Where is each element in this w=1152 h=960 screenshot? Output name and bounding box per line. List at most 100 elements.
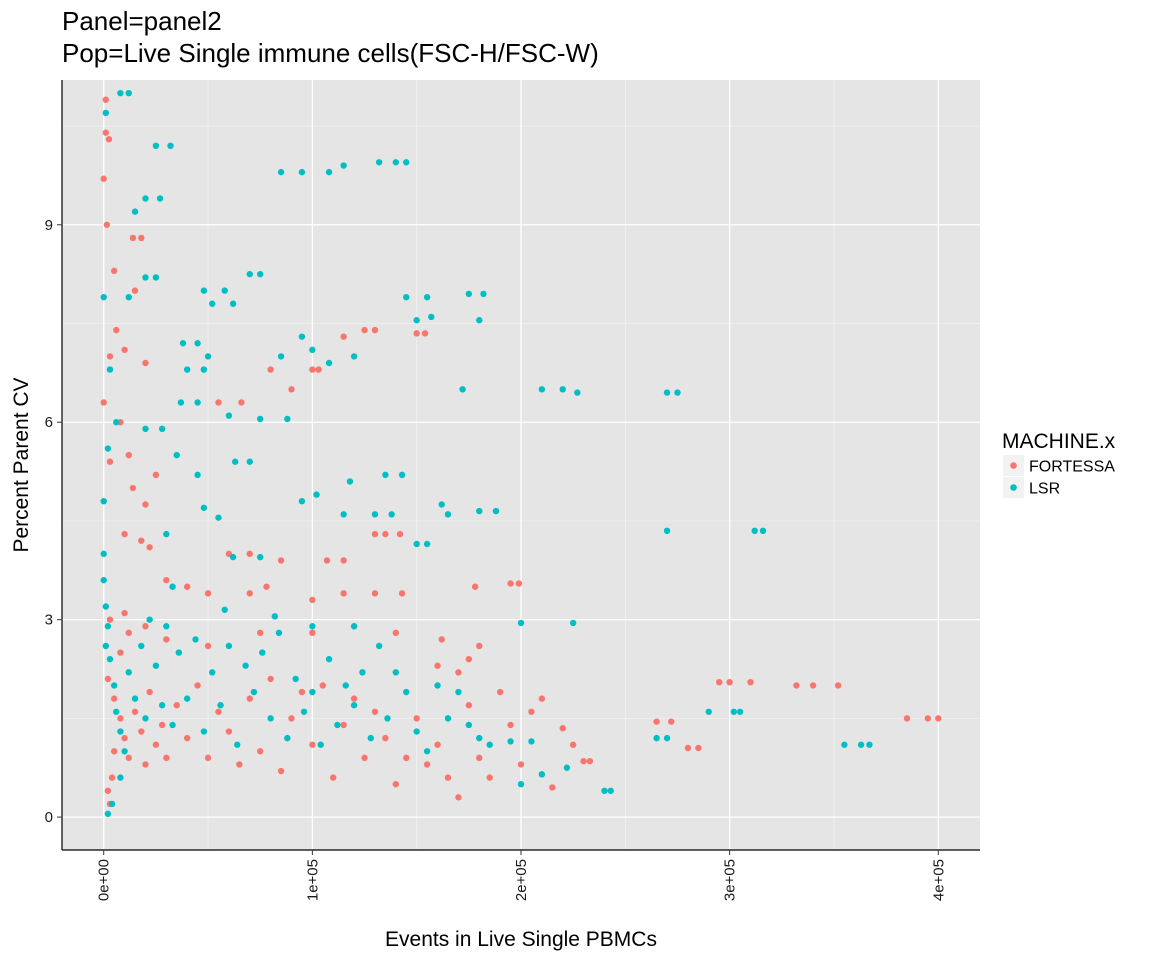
data-point-fortessa xyxy=(138,537,145,544)
data-point-lsr xyxy=(277,168,285,176)
data-point-fortessa xyxy=(716,678,723,686)
data-point-fortessa xyxy=(152,471,160,479)
data-point-lsr xyxy=(138,642,145,650)
data-point-lsr xyxy=(398,471,406,479)
data-point-fortessa xyxy=(507,580,514,587)
data-point-fortessa xyxy=(110,695,118,702)
data-point-fortessa xyxy=(257,629,264,637)
data-point-lsr xyxy=(217,702,224,709)
data-point-fortessa xyxy=(935,715,942,722)
data-point-fortessa xyxy=(586,757,594,765)
data-point-lsr xyxy=(413,540,420,548)
data-point-fortessa xyxy=(146,544,153,551)
data-point-lsr xyxy=(246,458,253,465)
data-point-fortessa xyxy=(277,557,285,564)
data-point-fortessa xyxy=(104,675,112,683)
data-point-fortessa xyxy=(396,530,404,538)
data-point-lsr xyxy=(507,738,514,745)
data-point-fortessa xyxy=(204,642,212,650)
data-point-lsr xyxy=(173,451,180,459)
data-point-fortessa xyxy=(246,550,253,558)
data-point-lsr xyxy=(183,366,191,373)
data-point-fortessa xyxy=(371,530,379,538)
data-point-lsr xyxy=(313,491,320,498)
data-point-lsr xyxy=(538,386,546,393)
data-point-lsr xyxy=(257,415,264,423)
x-tick-label: 1e+05 xyxy=(304,859,321,901)
data-point-lsr xyxy=(169,583,176,590)
data-point-fortessa xyxy=(434,662,441,669)
data-point-fortessa xyxy=(236,761,243,768)
y-tick-label: 3 xyxy=(45,612,53,629)
data-point-lsr xyxy=(423,748,431,755)
data-point-fortessa xyxy=(421,330,429,337)
data-point-lsr xyxy=(163,623,170,630)
data-point-lsr xyxy=(569,619,577,627)
data-point-fortessa xyxy=(371,326,379,334)
data-point-lsr xyxy=(423,540,431,548)
data-point-lsr xyxy=(346,478,354,485)
data-point-lsr xyxy=(298,497,306,505)
data-point-fortessa xyxy=(340,590,347,597)
data-point-lsr xyxy=(563,764,571,771)
x-tick-label: 0e+00 xyxy=(96,859,113,901)
data-point-lsr xyxy=(866,741,873,748)
data-point-fortessa xyxy=(146,688,153,696)
data-point-lsr xyxy=(434,682,441,689)
data-point-lsr xyxy=(375,642,383,650)
data-point-lsr xyxy=(152,142,160,150)
data-point-fortessa xyxy=(277,767,285,775)
data-point-fortessa xyxy=(108,774,116,781)
data-point-fortessa xyxy=(309,596,316,604)
data-point-fortessa xyxy=(726,678,733,686)
data-point-fortessa xyxy=(323,557,331,564)
data-point-lsr xyxy=(100,576,107,584)
data-point-fortessa xyxy=(340,557,347,564)
data-point-fortessa xyxy=(158,721,166,729)
data-point-lsr xyxy=(736,708,744,715)
data-point-lsr xyxy=(455,688,462,696)
data-point-lsr xyxy=(221,287,228,294)
data-point-lsr xyxy=(183,695,191,702)
data-point-fortessa xyxy=(559,725,566,732)
data-point-lsr xyxy=(325,168,333,176)
data-point-fortessa xyxy=(117,649,124,656)
data-point-fortessa xyxy=(434,741,441,748)
data-point-lsr xyxy=(163,530,170,538)
data-point-lsr xyxy=(152,274,160,281)
data-point-lsr xyxy=(100,550,107,558)
data-point-lsr xyxy=(309,623,316,630)
data-point-lsr xyxy=(100,293,107,301)
data-point-lsr xyxy=(200,366,208,373)
data-point-fortessa xyxy=(183,583,191,590)
data-point-fortessa xyxy=(142,501,149,508)
data-point-lsr xyxy=(841,741,848,748)
data-point-fortessa xyxy=(183,734,191,742)
data-point-fortessa xyxy=(138,728,145,735)
data-point-lsr xyxy=(257,270,264,278)
data-point-fortessa xyxy=(455,669,462,676)
data-point-lsr xyxy=(538,771,546,778)
data-point-fortessa xyxy=(413,715,420,722)
data-point-lsr xyxy=(175,649,183,656)
data-point-lsr xyxy=(275,629,283,637)
data-point-fortessa xyxy=(100,399,107,406)
data-point-fortessa xyxy=(102,129,110,136)
data-point-fortessa xyxy=(330,774,337,781)
data-point-fortessa xyxy=(517,761,525,768)
data-point-fortessa xyxy=(315,366,322,373)
data-point-fortessa xyxy=(371,590,379,597)
data-point-fortessa xyxy=(382,530,389,538)
data-point-lsr xyxy=(350,353,358,360)
data-point-lsr xyxy=(113,708,120,715)
data-point-lsr xyxy=(340,162,347,169)
data-point-fortessa xyxy=(340,333,347,340)
data-point-lsr xyxy=(371,511,379,518)
data-point-lsr xyxy=(125,89,132,97)
data-point-lsr xyxy=(663,734,671,742)
data-point-lsr xyxy=(705,708,712,715)
data-point-lsr xyxy=(169,721,176,729)
data-point-lsr xyxy=(229,300,237,307)
data-point-lsr xyxy=(476,734,483,742)
data-point-fortessa xyxy=(121,346,128,354)
